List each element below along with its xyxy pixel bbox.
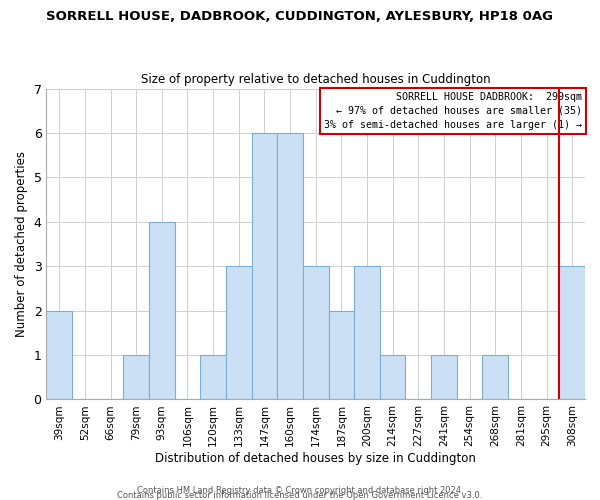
Bar (329, 310, 354, 400)
X-axis label: Distribution of detached houses by size in Cuddington: Distribution of detached houses by size … (155, 452, 476, 465)
Text: Contains public sector information licensed under the Open Government Licence v3: Contains public sector information licen… (118, 491, 482, 500)
Bar (431, 355, 457, 400)
Bar (200, 355, 226, 400)
Text: SORRELL HOUSE DADBROOK:  299sqm
← 97% of detached houses are smaller (35)
3% of : SORRELL HOUSE DADBROOK: 299sqm ← 97% of … (325, 92, 583, 130)
Bar (303, 266, 329, 400)
Bar (251, 133, 277, 400)
Bar (482, 355, 508, 400)
Bar (380, 355, 406, 400)
Bar (559, 266, 585, 400)
Bar (149, 222, 175, 400)
Bar (226, 266, 251, 400)
Y-axis label: Number of detached properties: Number of detached properties (15, 151, 28, 337)
Bar (46, 310, 72, 400)
Bar (124, 355, 149, 400)
Bar (354, 266, 380, 400)
Title: Size of property relative to detached houses in Cuddington: Size of property relative to detached ho… (141, 73, 491, 86)
Bar (277, 133, 303, 400)
Text: Contains HM Land Registry data © Crown copyright and database right 2024.: Contains HM Land Registry data © Crown c… (137, 486, 463, 495)
Text: SORRELL HOUSE, DADBROOK, CUDDINGTON, AYLESBURY, HP18 0AG: SORRELL HOUSE, DADBROOK, CUDDINGTON, AYL… (47, 10, 554, 23)
